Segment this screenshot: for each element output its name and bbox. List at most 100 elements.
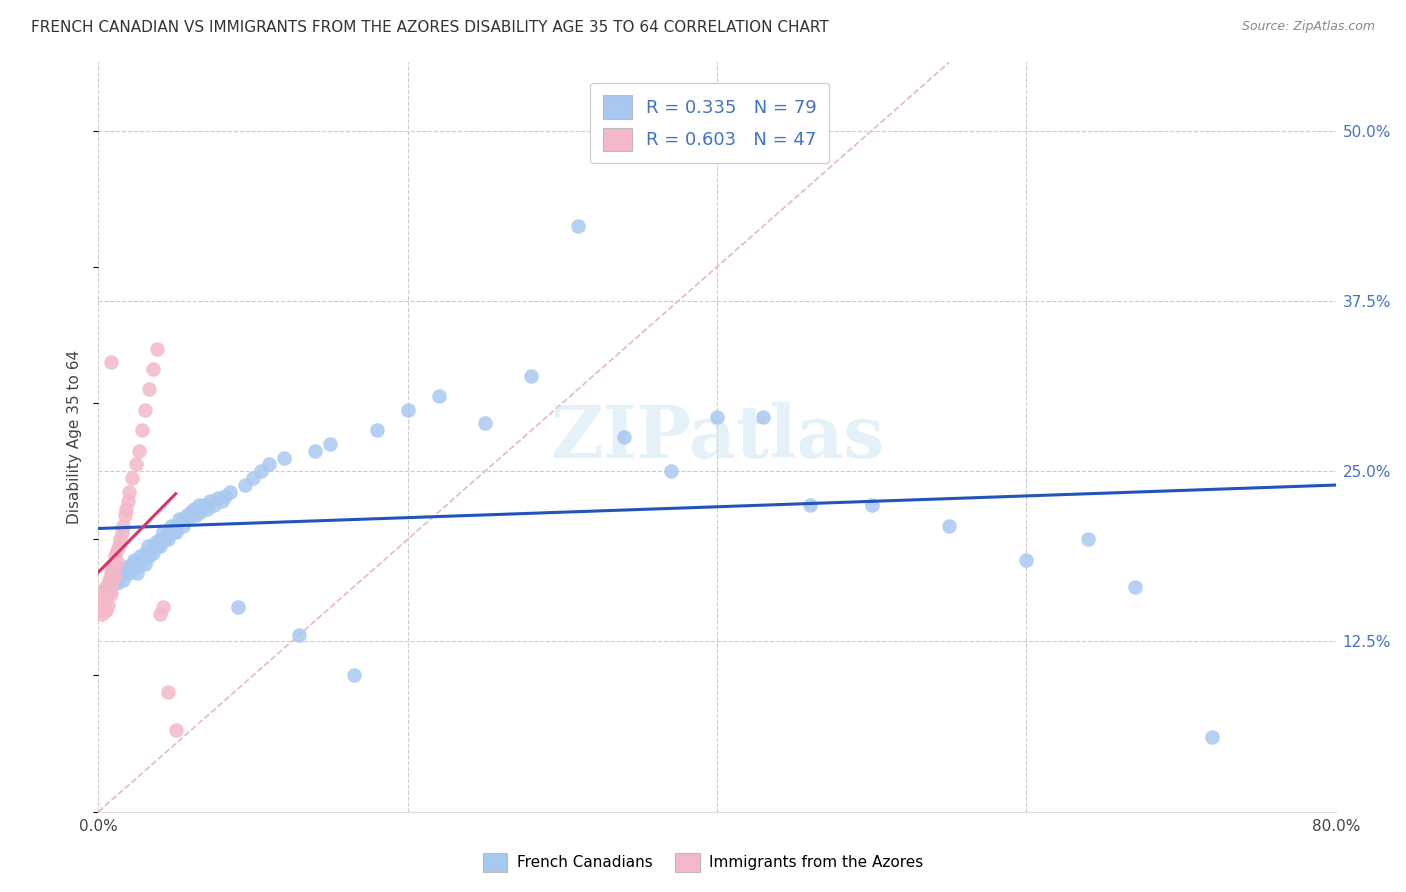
Point — [198, 494, 221, 508]
Point — [165, 518, 187, 533]
Legend: French Canadians, Immigrants from the Azores: French Canadians, Immigrants from the Az… — [475, 845, 931, 880]
Point — [114, 508, 136, 522]
Point — [108, 533, 131, 547]
Point — [103, 566, 125, 581]
Point — [117, 494, 139, 508]
Point — [233, 477, 257, 491]
Point — [138, 549, 160, 563]
Point — [188, 498, 211, 512]
Point — [706, 409, 728, 424]
Point — [90, 607, 112, 622]
Point — [100, 575, 122, 590]
Point — [167, 512, 190, 526]
Point — [162, 525, 184, 540]
Point — [97, 598, 120, 612]
Point — [396, 402, 419, 417]
Point — [149, 607, 172, 622]
Point — [427, 389, 450, 403]
Point — [131, 552, 153, 566]
Point — [799, 498, 821, 512]
Point — [153, 533, 176, 547]
Point — [111, 566, 132, 581]
Point — [138, 383, 160, 397]
Point — [1201, 730, 1223, 744]
Point — [149, 539, 172, 553]
Point — [145, 535, 167, 549]
Point — [96, 603, 118, 617]
Point — [118, 484, 141, 499]
Point — [752, 409, 775, 424]
Point — [134, 546, 156, 560]
Point — [172, 518, 194, 533]
Point — [1015, 552, 1038, 566]
Point — [157, 525, 180, 540]
Point — [105, 556, 128, 570]
Point — [90, 593, 112, 607]
Point — [111, 525, 132, 540]
Text: ZIPatlas: ZIPatlas — [550, 401, 884, 473]
Point — [176, 508, 198, 522]
Point — [118, 566, 141, 581]
Point — [319, 437, 342, 451]
Point — [165, 723, 187, 737]
Point — [304, 443, 326, 458]
Point — [96, 580, 118, 594]
Point — [1123, 580, 1146, 594]
Point — [172, 512, 194, 526]
Point — [112, 518, 135, 533]
Point — [105, 575, 128, 590]
Point — [157, 685, 180, 699]
Point — [567, 219, 589, 233]
Point — [103, 557, 125, 571]
Point — [100, 587, 122, 601]
Point — [207, 491, 229, 506]
Point — [177, 512, 200, 526]
Point — [659, 464, 682, 478]
Legend: R = 0.335   N = 79, R = 0.603   N = 47: R = 0.335 N = 79, R = 0.603 N = 47 — [591, 83, 830, 163]
Point — [343, 668, 366, 682]
Point — [134, 557, 156, 571]
Point — [122, 552, 145, 566]
Point — [152, 525, 174, 540]
Point — [128, 443, 150, 458]
Point — [250, 464, 273, 478]
Point — [157, 533, 180, 547]
Point — [103, 570, 125, 584]
Point — [114, 562, 136, 576]
Point — [97, 575, 120, 590]
Point — [242, 471, 264, 485]
Point — [474, 417, 496, 431]
Point — [226, 600, 249, 615]
Point — [160, 518, 183, 533]
Point — [93, 593, 115, 607]
Point — [105, 543, 128, 558]
Point — [100, 566, 122, 581]
Point — [366, 423, 388, 437]
Point — [112, 573, 135, 587]
Point — [180, 505, 202, 519]
Point — [136, 539, 159, 553]
Point — [115, 502, 138, 516]
Point — [195, 502, 218, 516]
Point — [96, 590, 118, 604]
Point — [146, 539, 169, 553]
Text: FRENCH CANADIAN VS IMMIGRANTS FROM THE AZORES DISABILITY AGE 35 TO 64 CORRELATIO: FRENCH CANADIAN VS IMMIGRANTS FROM THE A… — [31, 20, 828, 35]
Point — [121, 471, 143, 485]
Point — [121, 557, 143, 571]
Point — [183, 502, 205, 516]
Point — [100, 573, 122, 587]
Point — [97, 587, 120, 601]
Point — [101, 562, 124, 576]
Point — [146, 342, 169, 356]
Point — [141, 546, 165, 560]
Point — [91, 587, 114, 601]
Point — [938, 518, 960, 533]
Point — [190, 505, 212, 519]
Point — [219, 484, 242, 499]
Point — [98, 584, 121, 599]
Point — [127, 566, 149, 581]
Y-axis label: Disability Age 35 to 64: Disability Age 35 to 64 — [67, 350, 83, 524]
Point — [211, 494, 233, 508]
Point — [860, 498, 883, 512]
Point — [127, 559, 149, 574]
